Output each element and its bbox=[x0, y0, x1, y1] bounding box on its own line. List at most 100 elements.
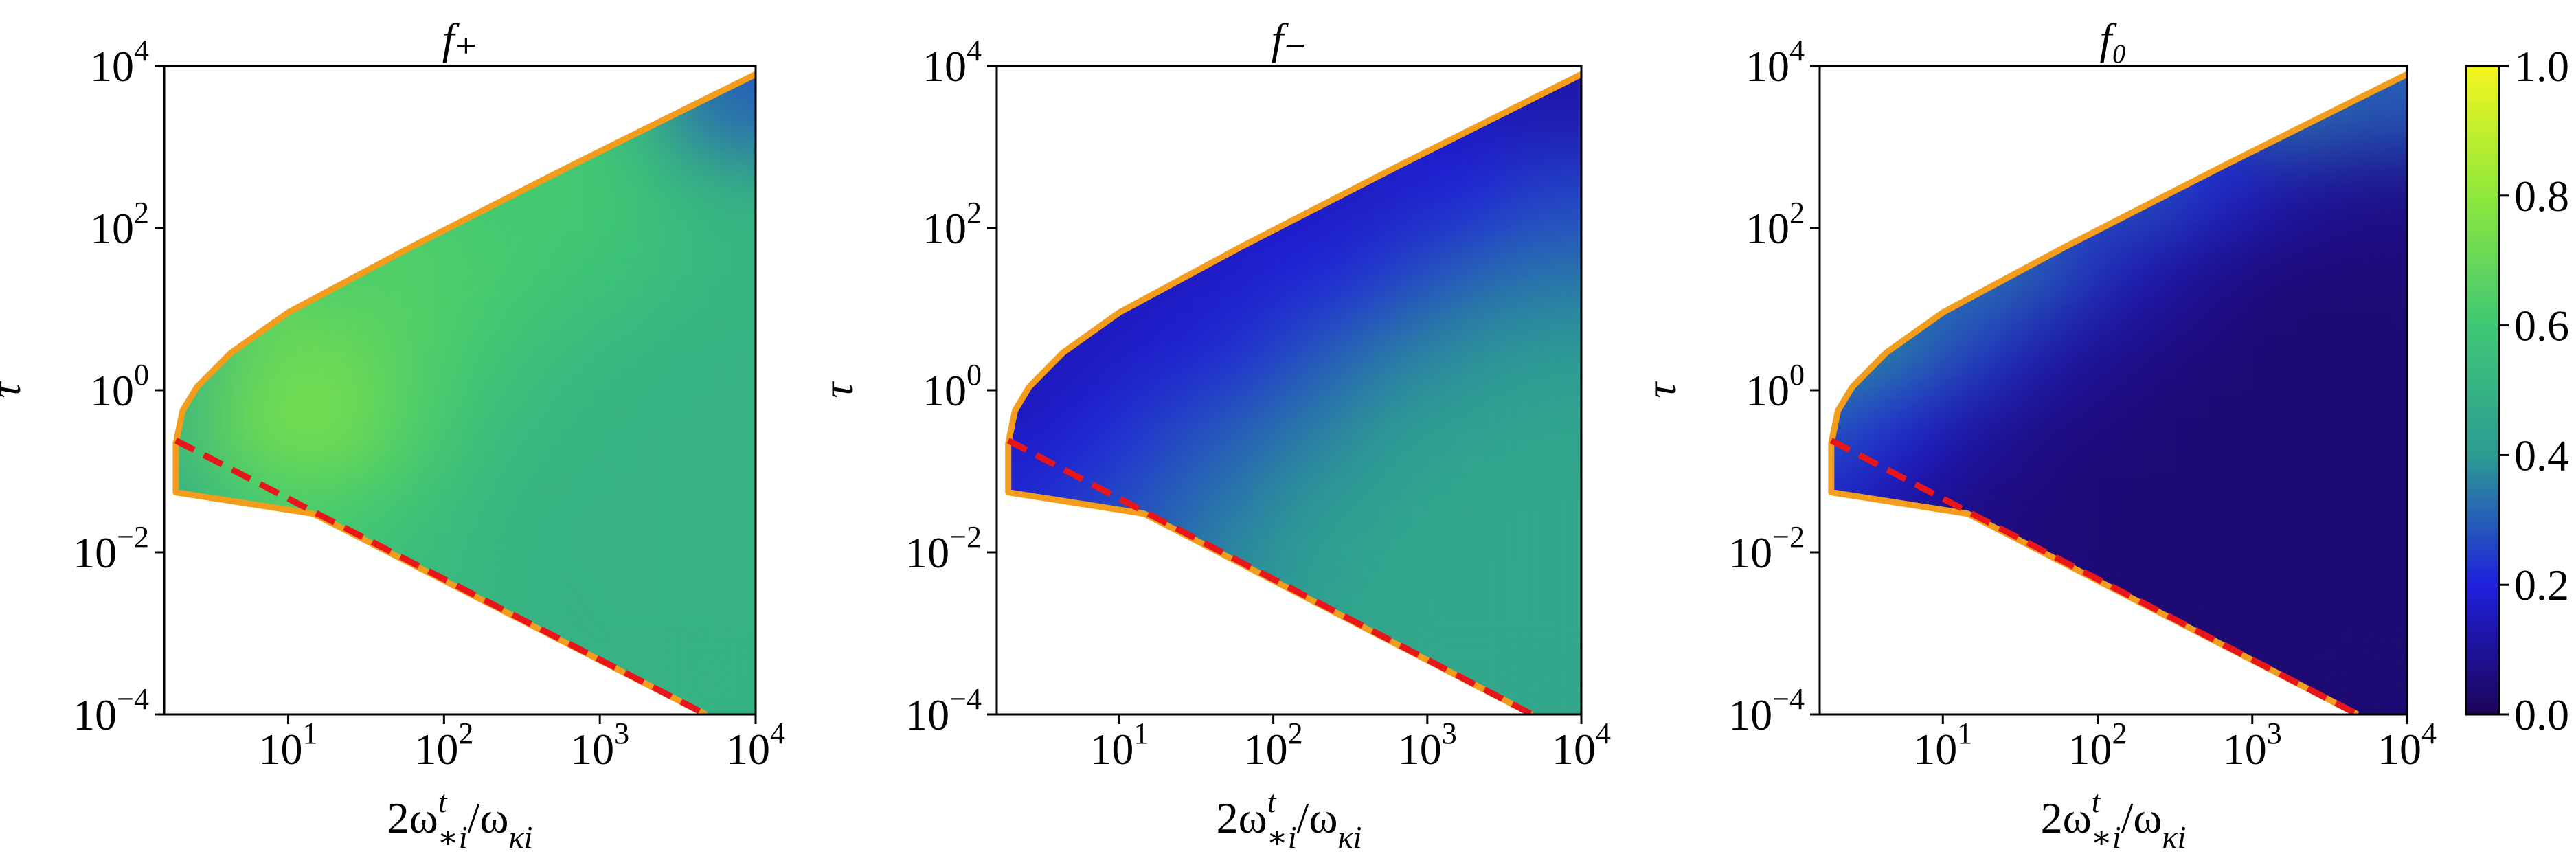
heatmap-cell bbox=[677, 471, 756, 553]
y-tick-label: 100 bbox=[90, 358, 149, 415]
x-tick-label: 104 bbox=[1552, 717, 1611, 774]
heatmap-cell bbox=[2329, 146, 2407, 229]
y-tick-label: 104 bbox=[923, 34, 982, 91]
heatmap-cell bbox=[365, 227, 445, 310]
heatmap-cell bbox=[2329, 552, 2407, 634]
heatmap-cell bbox=[1503, 633, 1581, 714]
heatmap-cell bbox=[2097, 552, 2176, 634]
heatmap-cell bbox=[365, 390, 445, 472]
boundary-line bbox=[172, 71, 757, 714]
heatmap-cell bbox=[1426, 308, 1505, 391]
heatmap bbox=[1831, 74, 2407, 714]
heatmap-cell bbox=[2097, 227, 2176, 310]
heatmap-cell bbox=[1041, 390, 1120, 472]
y-tick-label: 102 bbox=[1745, 196, 1805, 253]
heatmap-cell bbox=[521, 227, 601, 310]
heatmap-cell bbox=[1864, 471, 1944, 553]
heatmap-cell bbox=[2019, 227, 2099, 310]
chart-title: f₊ bbox=[442, 14, 478, 63]
x-tick-label: 101 bbox=[1913, 717, 1972, 774]
y-tick-label: 104 bbox=[90, 34, 149, 91]
heatmap-cell bbox=[2019, 308, 2099, 391]
y-tick-label: 10−2 bbox=[905, 520, 982, 577]
heatmap-cell bbox=[210, 471, 289, 553]
x-tick-label: 101 bbox=[259, 717, 318, 774]
heatmap-cell bbox=[443, 471, 523, 553]
heatmap-cell bbox=[1349, 227, 1428, 310]
y-tick-label: 102 bbox=[90, 196, 149, 253]
heatmap bbox=[1008, 74, 1581, 714]
heatmap-cell bbox=[1942, 390, 2021, 472]
heatmap-cell bbox=[599, 227, 679, 310]
x-tick-label: 104 bbox=[2377, 717, 2437, 774]
heatmap-cell bbox=[443, 146, 523, 229]
y-tick-label: 10−4 bbox=[905, 682, 982, 739]
heatmap-cell bbox=[599, 633, 679, 714]
heatmap-cell bbox=[1349, 308, 1428, 391]
heatmap-region bbox=[175, 74, 756, 714]
heatmap-cell bbox=[521, 633, 601, 714]
x-axis-label: 2ωt ∗i/ωκi bbox=[2041, 784, 2187, 855]
heatmap-cell bbox=[1118, 227, 1197, 310]
heatmap-cell bbox=[2251, 390, 2331, 472]
heatmap-cell bbox=[1503, 308, 1581, 391]
heatmap-cell bbox=[1272, 146, 1351, 229]
heatmap bbox=[175, 74, 756, 714]
heatmap-cell bbox=[287, 227, 367, 310]
heatmap-cell bbox=[1503, 390, 1581, 472]
heatmap-cell bbox=[2174, 308, 2253, 391]
heatmap-cell bbox=[1195, 471, 1274, 553]
heatmap-cell bbox=[365, 471, 445, 553]
heatmap-cell bbox=[2251, 146, 2331, 229]
heatmap-cell bbox=[1864, 390, 1944, 472]
heatmap-cell bbox=[2019, 471, 2099, 553]
chart-title: f₋ bbox=[1272, 14, 1307, 63]
heatmap-cell bbox=[1503, 552, 1581, 634]
heatmap-cell bbox=[2251, 471, 2331, 553]
heatmap-region bbox=[1008, 74, 1581, 714]
colorbar-tick-label: 0.0 bbox=[2514, 690, 2569, 739]
heatmap-cell bbox=[2097, 146, 2176, 229]
x-axis-label: 2ωt ∗i/ωκi bbox=[387, 784, 533, 855]
heatmap-cell bbox=[1195, 308, 1274, 391]
heatmap-cell bbox=[1503, 227, 1581, 310]
x-tick-label: 101 bbox=[1089, 717, 1149, 774]
heatmap-cell bbox=[1426, 633, 1505, 714]
heatmap-cell bbox=[1942, 227, 2021, 310]
heatmap-cell bbox=[1426, 146, 1505, 229]
x-axis-label: 2ωt ∗i/ωκi bbox=[1217, 784, 1362, 855]
heatmap-cell bbox=[599, 552, 679, 634]
heatmap-cell bbox=[2329, 227, 2407, 310]
heatmap-cell bbox=[2251, 633, 2331, 714]
heatmap-cell bbox=[2251, 227, 2331, 310]
x-tick-label: 103 bbox=[1398, 717, 1457, 774]
heatmap-cell bbox=[443, 390, 523, 472]
heatmap-cell bbox=[677, 390, 756, 472]
heatmap-cell bbox=[677, 308, 756, 391]
y-tick-label: 10−2 bbox=[73, 520, 149, 577]
heatmap-cell bbox=[287, 308, 367, 391]
x-tick-label: 102 bbox=[414, 717, 473, 774]
heatmap-cell bbox=[443, 227, 523, 310]
colorbar-tick-label: 0.6 bbox=[2514, 302, 2569, 350]
y-tick-label: 102 bbox=[923, 196, 982, 253]
x-tick-label: 102 bbox=[2068, 717, 2127, 774]
colorbar-tick-label: 0.4 bbox=[2514, 431, 2569, 480]
y-axis-label: τ bbox=[1636, 381, 1685, 398]
heatmap-cell bbox=[521, 308, 601, 391]
heatmap-cell bbox=[2251, 308, 2331, 391]
heatmap-cell bbox=[599, 146, 679, 229]
heatmap-region bbox=[1831, 74, 2407, 714]
heatmap-cell bbox=[1426, 552, 1505, 634]
heatmap-cell bbox=[2329, 390, 2407, 472]
heatmap-cell bbox=[1426, 227, 1505, 310]
colorbar bbox=[2465, 65, 2500, 716]
colorbar-tick-label: 0.8 bbox=[2514, 172, 2569, 221]
heatmap-cell bbox=[2329, 471, 2407, 553]
heatmap-cell bbox=[521, 471, 601, 553]
y-axis-label: τ bbox=[0, 381, 30, 398]
heatmap-cell bbox=[521, 390, 601, 472]
chart-title: f₀ bbox=[2099, 14, 2127, 63]
y-tick-label: 10−4 bbox=[1728, 682, 1805, 739]
